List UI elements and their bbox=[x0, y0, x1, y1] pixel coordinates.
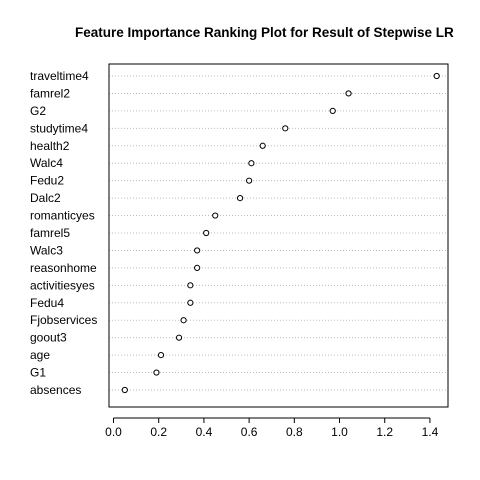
category-label: goout3 bbox=[30, 331, 67, 345]
category-label: absences bbox=[30, 383, 81, 397]
data-point bbox=[433, 72, 440, 80]
x-tick-label: 0.0 bbox=[105, 425, 122, 439]
data-point bbox=[212, 212, 219, 219]
category-label: famrel5 bbox=[30, 226, 70, 240]
grid-lines bbox=[109, 75, 448, 391]
x-tick-label: 0.2 bbox=[150, 425, 167, 439]
category-labels: traveltime4 famrel2 G2 studytime4 health2 Wal… bbox=[30, 69, 97, 397]
category-label: reasonhome bbox=[30, 261, 97, 275]
data-points bbox=[121, 72, 440, 394]
category-label: age bbox=[30, 348, 50, 362]
chart-title: Feature Importance Ranking Plot for Resu… bbox=[75, 25, 454, 40]
category-label: Fedu4 bbox=[30, 296, 64, 310]
data-point bbox=[153, 369, 160, 376]
data-point bbox=[194, 247, 201, 254]
data-point bbox=[282, 125, 289, 132]
category-label: G2 bbox=[30, 104, 46, 118]
data-point bbox=[345, 90, 352, 97]
data-point bbox=[157, 352, 165, 359]
category-label: Walc3 bbox=[30, 243, 63, 257]
data-point bbox=[203, 229, 210, 237]
category-label: activitiesyes bbox=[30, 278, 95, 292]
category-label: studytime4 bbox=[30, 121, 88, 135]
x-axis: 0.0 0.2 0.4 0.6 0.8 1.0 1.2 1.4 bbox=[105, 417, 439, 439]
data-point bbox=[187, 282, 194, 289]
data-point bbox=[194, 264, 201, 271]
category-label: Fedu2 bbox=[30, 174, 64, 188]
x-tick-label: 0.4 bbox=[196, 425, 213, 439]
category-label: Fjobservices bbox=[30, 313, 97, 327]
x-tick-label: 1.2 bbox=[376, 425, 393, 439]
data-point bbox=[236, 195, 244, 202]
category-label: Dalc2 bbox=[30, 191, 61, 205]
category-label: Walc4 bbox=[30, 156, 63, 170]
x-tick-label: 1.4 bbox=[422, 425, 439, 439]
x-tick-label: 0.6 bbox=[241, 425, 258, 439]
data-point bbox=[248, 160, 255, 167]
data-point bbox=[187, 299, 194, 306]
x-tick-label: 0.8 bbox=[286, 425, 303, 439]
plot-border bbox=[108, 63, 449, 408]
category-label: traveltime4 bbox=[30, 69, 89, 83]
data-point bbox=[259, 142, 266, 149]
x-tick-label: 1.0 bbox=[331, 425, 348, 439]
category-label: G1 bbox=[30, 366, 46, 380]
data-point bbox=[329, 107, 336, 114]
category-label: romanticyes bbox=[30, 209, 95, 223]
data-point bbox=[246, 177, 253, 184]
data-point bbox=[180, 317, 187, 324]
data-point bbox=[121, 386, 128, 394]
data-point bbox=[175, 334, 183, 341]
category-label: health2 bbox=[30, 139, 70, 153]
category-label: famrel2 bbox=[30, 86, 70, 100]
